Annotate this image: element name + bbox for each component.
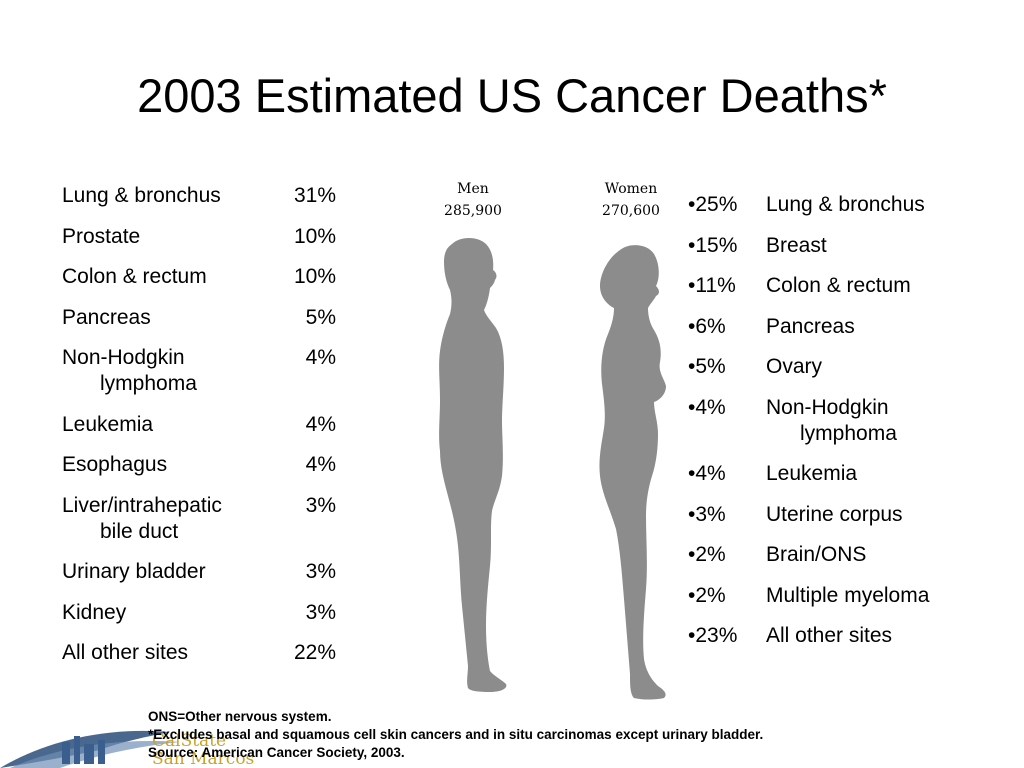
men-figure-label: Men 285,900 [418, 178, 528, 222]
women-total: 270,600 [602, 203, 660, 219]
percentage: 4% [305, 453, 336, 476]
site-name: Colon & rectum [62, 265, 207, 288]
percentage: •6% [688, 314, 726, 338]
site-name: Prostate [62, 224, 141, 248]
site-name: Lung & bronchus [62, 184, 221, 207]
footnotes: ONS=Other nervous system. *Excludes basa… [148, 708, 763, 762]
list-item: Colon & rectum 10% [62, 264, 342, 290]
men-cancer-list: Lung & bronchus 31% Prostate 10% Colon &… [62, 183, 342, 681]
list-item: •5% Ovary [688, 354, 1018, 380]
list-item: Urinary bladder 3% [62, 559, 342, 585]
list-item: Non-Hodgkin lymphoma 4% [62, 345, 342, 397]
site-name: Brain/ONS [766, 543, 867, 566]
list-item: Prostate 10% [62, 224, 342, 250]
list-item: •2% Brain/ONS [688, 542, 1018, 568]
site-name-line1: Non-Hodgkin [62, 346, 185, 369]
site-name: Colon & rectum [766, 274, 911, 297]
site-name: Pancreas [62, 305, 151, 329]
footnote-excludes: *Excludes basal and squamous cell skin c… [148, 727, 764, 742]
site-name: Breast [766, 233, 827, 257]
site-name: Uterine corpus [766, 502, 903, 526]
percentage: 4% [305, 346, 336, 369]
site-name: Leukemia [766, 462, 858, 485]
percentage: 3% [305, 493, 336, 517]
percentage: •23% [688, 624, 738, 647]
logo-line1: CalState [152, 731, 226, 751]
site-name: Lung & bronchus [766, 193, 925, 216]
site-name-line2: bile duct [100, 519, 179, 543]
percentage: •25% [688, 193, 738, 216]
women-label: Women [604, 181, 658, 197]
percentage: 3% [305, 560, 336, 583]
site-name-line2: lymphoma [800, 421, 897, 445]
page-title: 2003 Estimated US Cancer Deaths* [137, 69, 887, 122]
list-item: Kidney 3% [62, 600, 342, 626]
site-name-line2: lymphoma [100, 372, 197, 395]
women-figure-label: Women 270,600 [576, 178, 686, 222]
percentage: •4% [688, 462, 726, 485]
percentage: 5% [305, 305, 336, 329]
male-silhouette-icon [439, 238, 507, 692]
men-label: Men [457, 181, 489, 197]
female-silhouette-icon [599, 245, 666, 700]
percentage: •4% [688, 395, 726, 419]
percentage: 4% [305, 412, 336, 436]
site-name: Non-Hodgkin lymphoma [62, 345, 262, 397]
list-item: •2% Multiple myeloma [688, 583, 1018, 609]
men-total: 285,900 [444, 203, 502, 219]
list-item: •25% Lung & bronchus [688, 192, 1018, 218]
percentage: 3% [305, 600, 336, 624]
site-name: All other sites [62, 641, 189, 664]
site-name: Kidney [62, 600, 127, 624]
list-item: •3% Uterine corpus [688, 502, 1018, 528]
list-item: •15% Breast [688, 233, 1018, 259]
list-item: •6% Pancreas [688, 314, 1018, 340]
percentage: 10% [293, 224, 336, 248]
university-logo: CalState San Marcos [0, 730, 254, 768]
list-item: All other sites 22% [62, 640, 342, 666]
site-name: Liver/intrahepatic bile duct [62, 493, 262, 545]
percentage: •3% [688, 502, 726, 526]
site-name: Pancreas [766, 314, 855, 338]
site-name: Urinary bladder [62, 560, 206, 583]
list-item: Lung & bronchus 31% [62, 183, 342, 209]
footnote-ons: ONS=Other nervous system. [148, 709, 332, 724]
percentage: •15% [688, 233, 738, 257]
site-name-line1: Non-Hodgkin [766, 395, 889, 419]
percentage: •2% [688, 583, 726, 607]
list-item: Liver/intrahepatic bile duct 3% [62, 493, 342, 545]
percentage: •11% [688, 274, 736, 297]
site-name: Esophagus [62, 453, 168, 476]
list-item: •11% Colon & rectum [688, 273, 1018, 299]
site-name: Multiple myeloma [766, 583, 930, 607]
site-name: Non-Hodgkin lymphoma [766, 396, 1018, 447]
percentage: 22% [293, 641, 336, 664]
logo-line2: San Marcos [152, 749, 254, 768]
list-item: Leukemia 4% [62, 412, 342, 438]
site-name: Ovary [766, 355, 823, 378]
percentage: 10% [293, 265, 336, 288]
percentage: 31% [293, 184, 336, 207]
list-item: •4% Non-Hodgkin lymphoma [688, 395, 1018, 447]
percentage: •5% [688, 355, 726, 378]
women-cancer-list: •25% Lung & bronchus •15% Breast •11% Co… [688, 192, 1018, 664]
footnote-source: Source: American Cancer Society, 2003. [148, 745, 405, 760]
site-name: All other sites [766, 624, 893, 647]
site-name: Leukemia [62, 412, 154, 436]
list-item: Esophagus 4% [62, 452, 342, 478]
list-item: •23% All other sites [688, 623, 1018, 649]
list-item: Pancreas 5% [62, 305, 342, 331]
list-item: •4% Leukemia [688, 461, 1018, 487]
site-name-line1: Liver/intrahepatic [62, 493, 222, 517]
percentage: •2% [688, 543, 726, 566]
